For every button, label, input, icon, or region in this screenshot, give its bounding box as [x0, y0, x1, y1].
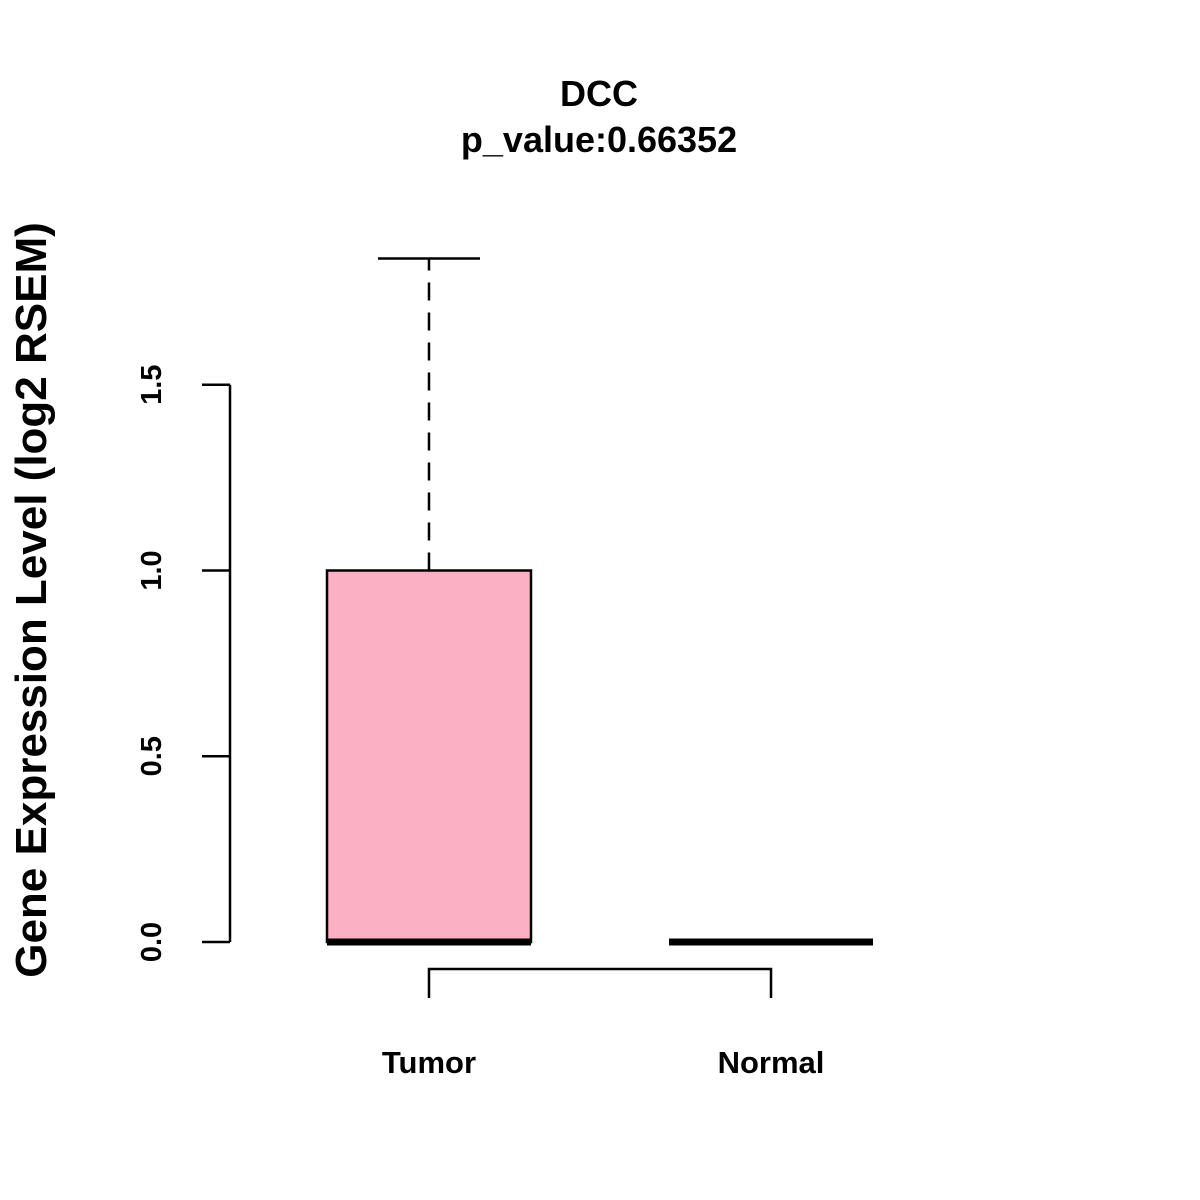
y-tick-label: 0.0 — [136, 922, 168, 962]
plot-area: 0.0 0.5 1.0 1.5 Tumor Normal — [136, 257, 873, 1080]
y-tick-label: 1.5 — [136, 365, 168, 405]
y-tick-label: 0.5 — [136, 736, 168, 776]
y-tick-label: 1.0 — [136, 550, 168, 590]
chart-subtitle: p_value:0.66352 — [461, 119, 737, 160]
tumor-box — [325, 569, 533, 944]
comparison-bracket — [427, 967, 773, 998]
normal-category-label: Normal — [718, 1045, 825, 1080]
y-axis-label: Gene Expression Level (log2 RSEM) — [7, 222, 56, 978]
chart-title: DCC — [560, 73, 638, 114]
tumor-category-label: Tumor — [382, 1045, 476, 1080]
